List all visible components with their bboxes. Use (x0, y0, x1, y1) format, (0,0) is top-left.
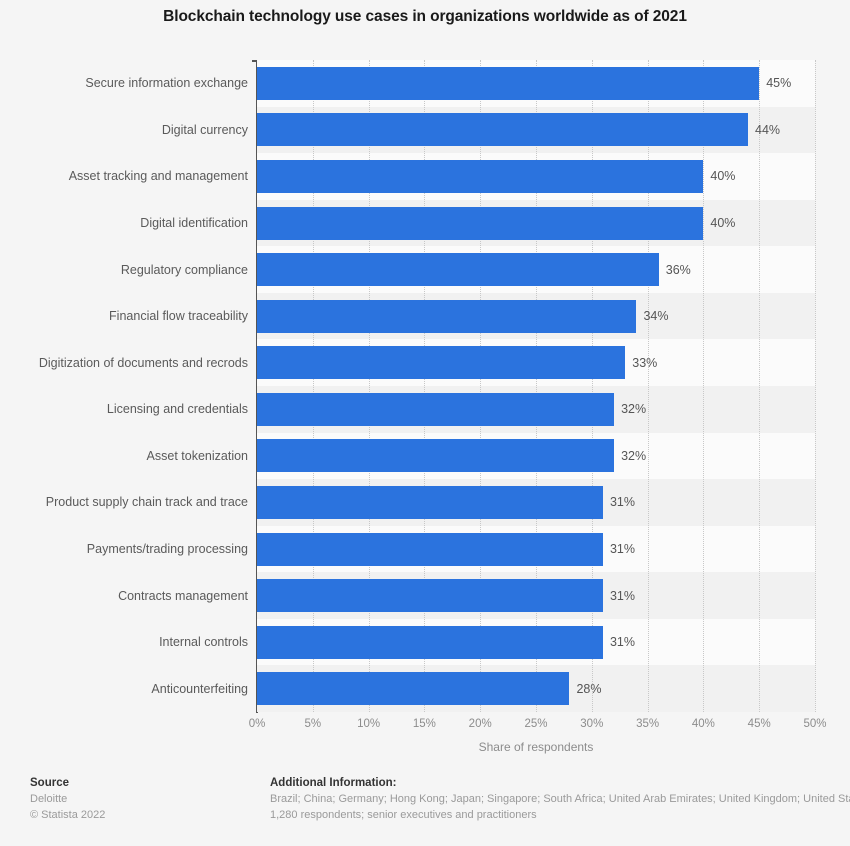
x-gridline (368, 60, 371, 712)
bar[interactable] (257, 299, 637, 333)
x-gridline (312, 60, 315, 712)
bar-value-label: 28% (576, 681, 602, 696)
bar[interactable] (257, 346, 626, 380)
bar-value-label: 34% (643, 309, 669, 324)
category-label: Anticounterfeiting (151, 681, 248, 696)
copyright-text: © Statista 2022 (30, 808, 106, 821)
x-gridline (480, 60, 482, 712)
bar-value-label: 44% (755, 122, 781, 137)
bar[interactable] (257, 159, 704, 193)
bar-value-label: 36% (665, 262, 691, 277)
x-tick-label: 20% (468, 718, 492, 730)
category-label: Licensing and credentials (106, 402, 248, 417)
bar-value-label: 31% (609, 495, 635, 510)
bar[interactable] (257, 625, 603, 659)
y-axis-category-labels: Secure information exchange Digital curre… (0, 60, 248, 712)
category-label: Contracts management (118, 588, 248, 603)
source-heading: Source (30, 777, 69, 789)
category-label: Asset tokenization (146, 448, 248, 463)
x-tick-label: 5% (304, 718, 322, 730)
bar[interactable] (257, 532, 603, 566)
bar-value-label: 31% (609, 588, 635, 603)
source-name: Deloitte (30, 792, 68, 805)
bar[interactable] (257, 579, 603, 613)
bar[interactable] (257, 485, 603, 519)
category-label: Digitization of documents and recrods (38, 355, 248, 370)
bar[interactable] (257, 206, 704, 240)
x-tick-label: 35% (636, 718, 660, 730)
x-tick-label: 50% (803, 718, 827, 730)
bar[interactable] (257, 672, 570, 706)
bar-value-label: 31% (609, 542, 635, 556)
x-gridline (647, 60, 650, 712)
source-block: Source Deloitte © Statista 2022 (30, 775, 260, 824)
bar[interactable] (257, 66, 760, 100)
bar-value-label: 31% (609, 635, 635, 650)
category-label: Secure information exchange (85, 76, 248, 91)
bar-value-label: 40% (710, 216, 736, 230)
chart-title: Blockchain technology use cases in organ… (163, 8, 687, 25)
x-gridline (424, 60, 426, 712)
category-label: Asset tracking and management (68, 169, 248, 184)
x-axis-title: Share of respondents (478, 740, 594, 754)
additional-information-block: Additional Information: Brazil; China; G… (270, 775, 850, 824)
bar-value-label: 32% (621, 402, 647, 417)
x-gridline (536, 60, 538, 712)
bar[interactable] (257, 253, 659, 287)
bar-value-label: 32% (621, 448, 647, 463)
x-axis: 0% 5% 10% 15% 20% 25% 30% 35% 40% 45% 50% (249, 713, 827, 733)
category-label: Financial flow traceability (109, 309, 248, 324)
category-label: Payments/trading processing (86, 542, 248, 556)
x-tick-label: 0% (248, 718, 266, 730)
chart-footer: Source Deloitte © Statista 2022 Addition… (0, 770, 850, 846)
x-tick-label: 30% (580, 718, 604, 730)
x-tick-label: 25% (524, 718, 548, 730)
bar[interactable] (257, 113, 749, 147)
additional-info-respondents: 1,280 respondents; senior executives and… (270, 808, 537, 821)
x-gridline (703, 60, 705, 712)
bar-value-label: 40% (710, 169, 736, 184)
x-tick-label: 10% (357, 718, 381, 730)
category-label: Product supply chain track and trace (45, 495, 248, 510)
category-label: Digital identification (140, 216, 248, 230)
x-tick-label: 15% (412, 718, 436, 730)
category-label: Internal controls (159, 635, 248, 650)
x-gridline (815, 60, 817, 712)
x-tick-label: 40% (691, 718, 715, 730)
bar-value-label: 45% (766, 76, 792, 91)
category-label: Regulatory compliance (120, 262, 248, 277)
additional-info-heading: Additional Information: (270, 777, 397, 789)
x-tick-label: 45% (747, 718, 771, 730)
x-gridline (759, 60, 761, 712)
bar[interactable] (257, 392, 615, 426)
x-gridline (591, 60, 594, 712)
bar[interactable] (257, 439, 615, 473)
additional-info-countries: Brazil; China; Germany; Hong Kong; Japan… (270, 792, 850, 805)
category-label: Digital currency (161, 122, 248, 137)
bar-value-label: 33% (632, 355, 658, 370)
plot-area: 45% 44% 40% 40% 36% 34% 33% 32% 32% 31% 31% 31% 31% 2… (257, 60, 817, 712)
y-axis-top-tick (252, 60, 257, 62)
